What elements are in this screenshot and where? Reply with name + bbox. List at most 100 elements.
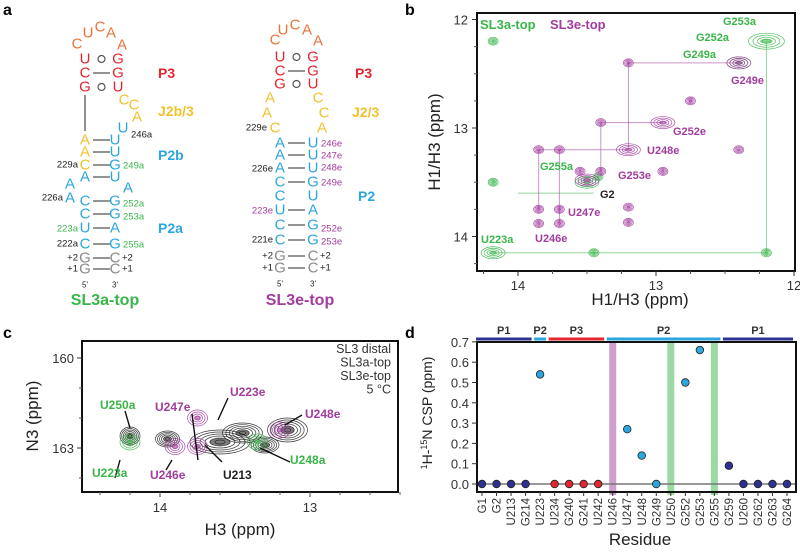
nucleotide: G [307,232,319,249]
residue-number: 248e [321,163,342,174]
peak-label: G252e [673,126,706,138]
contour-line [686,97,695,105]
contour-line [748,32,785,50]
contour-peak [761,248,772,258]
contour-core [592,251,596,254]
y-tick-label: 0.6 [451,355,469,370]
contour-core [194,415,201,421]
contour-line [757,36,776,46]
residue-number: 246e [321,139,342,150]
contour-core [557,208,562,211]
legend-entry: SL3e-top [340,369,391,383]
legend-sl3e-top: SL3e-top [550,17,606,32]
nucleotide: C [119,92,130,109]
residue-number: 3' [112,281,118,290]
contour-core [557,222,562,225]
contour-peak [616,143,641,157]
leader-line [204,444,223,463]
y-tick-label: 0.5 [451,376,469,391]
legend-entry: 5 °C [367,383,391,397]
nucleotide: A [132,109,142,126]
contour-peak [623,202,634,212]
nucleotide: U [110,132,121,149]
region-label: P1 [751,325,764,337]
helix-region-label: J2b/3 [158,103,194,119]
contour-core [688,99,693,103]
contour-line [623,218,634,227]
x-tick-label: 13 [303,500,317,515]
residue-number: 3' [310,280,316,289]
peak-label: G249e [731,75,764,87]
contour-core [126,439,134,445]
contour-core [658,120,668,125]
contour-line [252,437,278,453]
peak-label: U213 [223,468,252,482]
nucleotide: C [72,36,83,53]
region-label: P1 [497,325,510,337]
residue-number: +1 [122,264,133,275]
y-tick-label: 0.2 [451,436,469,451]
residue-number: 221e [252,235,273,246]
nucleotide: C [313,90,324,107]
residue-number: +2 [67,253,78,264]
contour-line [534,220,543,227]
plot-frame [476,341,797,493]
panel-c-spectrum: 14 13 160 163 H3 (ppm) N3 (ppm) U250a U223a U247… [23,340,401,539]
contour-peak [623,218,634,227]
contour-line [734,146,743,154]
data-point-u248 [637,451,646,460]
data-point-u234 [550,479,559,489]
peak-label: U223a [92,466,128,480]
contour-line [164,438,186,455]
contour-line [591,250,597,256]
contour-line [660,169,666,174]
residue-number: 229e [246,123,267,134]
contour-peak [554,145,565,155]
nucleotide: G [274,76,286,93]
data-point-g252 [681,378,690,387]
contour-line [588,248,600,258]
leader-line [259,447,291,463]
contour-core [599,170,603,173]
contour-core [578,170,582,173]
contour-line [650,116,676,129]
contour-core [536,222,541,225]
contour-core [209,438,231,446]
plot-frame [476,12,796,272]
panel-b-spectrum: 14 13 12 12 13 14 H1/H3 (ppm) H1/H3 (ppm) SL3a-t… [425,12,800,309]
contour-peak [554,205,565,214]
contour-peak [595,118,607,127]
x-tick-label: 12 [787,278,800,293]
nucleotide: A [275,160,285,177]
nucleotide: C [270,120,281,137]
peak-label: U246e [535,233,567,245]
contour-line [161,434,174,444]
contour-line [624,219,633,226]
panel-label-a: a [3,2,12,19]
residue-number: 246a [131,130,153,141]
nucleotide: A [265,90,275,107]
data-point-g249 [652,479,661,489]
residue-number: 222a [57,239,79,250]
contour-line [733,145,745,155]
contour-line [274,425,286,435]
data-point-u260 [739,479,748,489]
contour-peak [533,145,545,155]
contour-line [623,58,634,68]
contour-line [534,206,543,213]
contour-line [625,204,632,210]
nucleotide: A [106,25,116,42]
contour-line [490,179,497,185]
x-axis-label: Residue [609,530,671,549]
y-axis-label: N3 (ppm) [23,381,42,452]
nucleotide: G [109,236,121,253]
contour-core [163,436,172,442]
nucleotide: A [317,120,327,137]
leader-line [114,459,121,479]
y-tick-label: 12 [454,13,468,28]
contour-core [536,148,541,151]
contour-line [480,246,506,260]
contour-line [486,249,500,257]
nucleotide: G [109,193,121,210]
